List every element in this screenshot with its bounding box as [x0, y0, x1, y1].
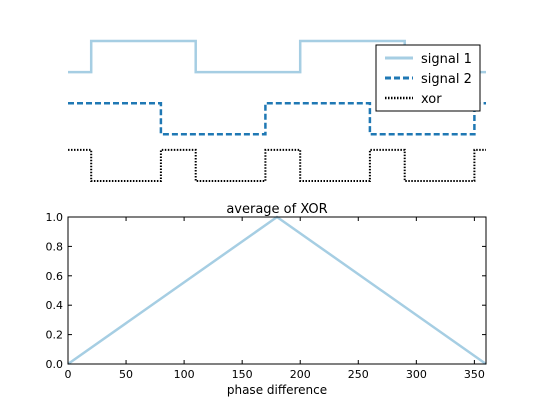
x-axis-ticks: 0 50 100 150 200 250 300 350	[65, 217, 485, 381]
signals-chart: signal 1 signal 2 xor	[68, 39, 486, 182]
y-tick-label-0.8: 0.8	[46, 240, 64, 253]
x-axis-label: phase difference	[227, 383, 327, 397]
legend: signal 1 signal 2 xor	[375, 44, 481, 112]
legend-box	[375, 44, 481, 112]
average-xor-line-0	[67, 215, 487, 366]
legend-label-xor: xor	[421, 92, 442, 107]
x-tick-label-350: 350	[464, 368, 485, 381]
x-tick-label-0: 0	[65, 368, 72, 381]
x-tick-label-250: 250	[348, 368, 369, 381]
legend-label-signal-2: signal 2	[421, 72, 472, 87]
average-xor-chart: average of XOR 0 50 100 150 200 250 300 350 0.0…	[46, 202, 487, 397]
y-tick-label-0.6: 0.6	[46, 270, 64, 283]
x-tick-label-100: 100	[174, 368, 195, 381]
legend-label-signal-1: signal 1	[421, 52, 472, 67]
y-tick-label-1.0: 1.0	[46, 211, 64, 224]
y-tick-label-0.2: 0.2	[46, 329, 64, 342]
x-tick-label-200: 200	[290, 368, 311, 381]
x-tick-label-50: 50	[119, 368, 133, 381]
x-tick-label-300: 300	[406, 368, 427, 381]
average-series-layer	[67, 215, 487, 366]
plot-frame	[67, 216, 487, 365]
series-line-xor	[68, 148, 486, 182]
x-tick-label-150: 150	[232, 368, 253, 381]
series-line-signal-2	[68, 101, 486, 136]
y-axis-ticks: 0.0 0.2 0.4 0.6 0.8 1.0	[46, 211, 486, 371]
y-tick-label-0.0: 0.0	[46, 358, 64, 371]
chart-title: average of XOR	[226, 202, 327, 217]
y-tick-label-0.4: 0.4	[46, 299, 64, 312]
